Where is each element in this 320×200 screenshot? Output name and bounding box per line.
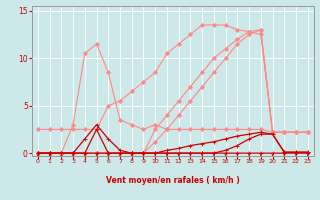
X-axis label: Vent moyen/en rafales ( km/h ): Vent moyen/en rafales ( km/h ) xyxy=(106,176,240,185)
